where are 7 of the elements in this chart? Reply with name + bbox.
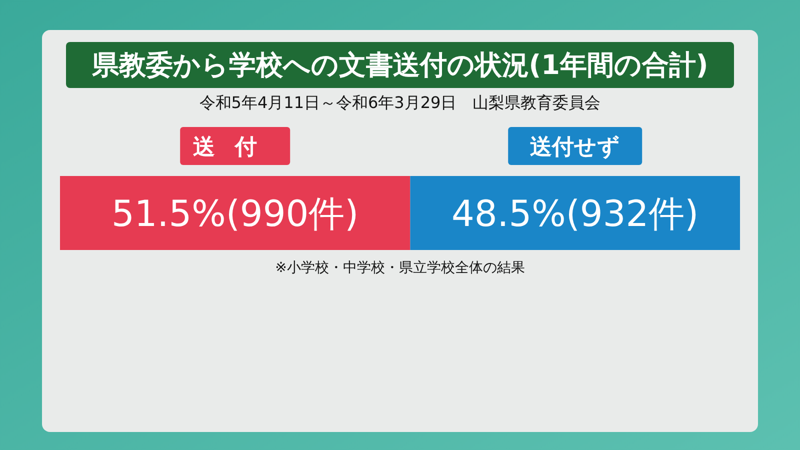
data-label: 48.5%(932件) (452, 194, 699, 235)
data-label: 51.5%(990件) (112, 194, 359, 235)
series-label: 送付せず (530, 135, 620, 160)
chart-title: 県教委から学校への文書送付の状況(1年間の合計) (90, 50, 708, 81)
series-label: 送付 (193, 135, 278, 160)
text: ※小学校・中学校・県立学校全体の結果 (275, 260, 525, 276)
chart-subtitle: 令和5年4月11日～令和6年3月29日 山梨県教育委員会 (199, 93, 601, 112)
